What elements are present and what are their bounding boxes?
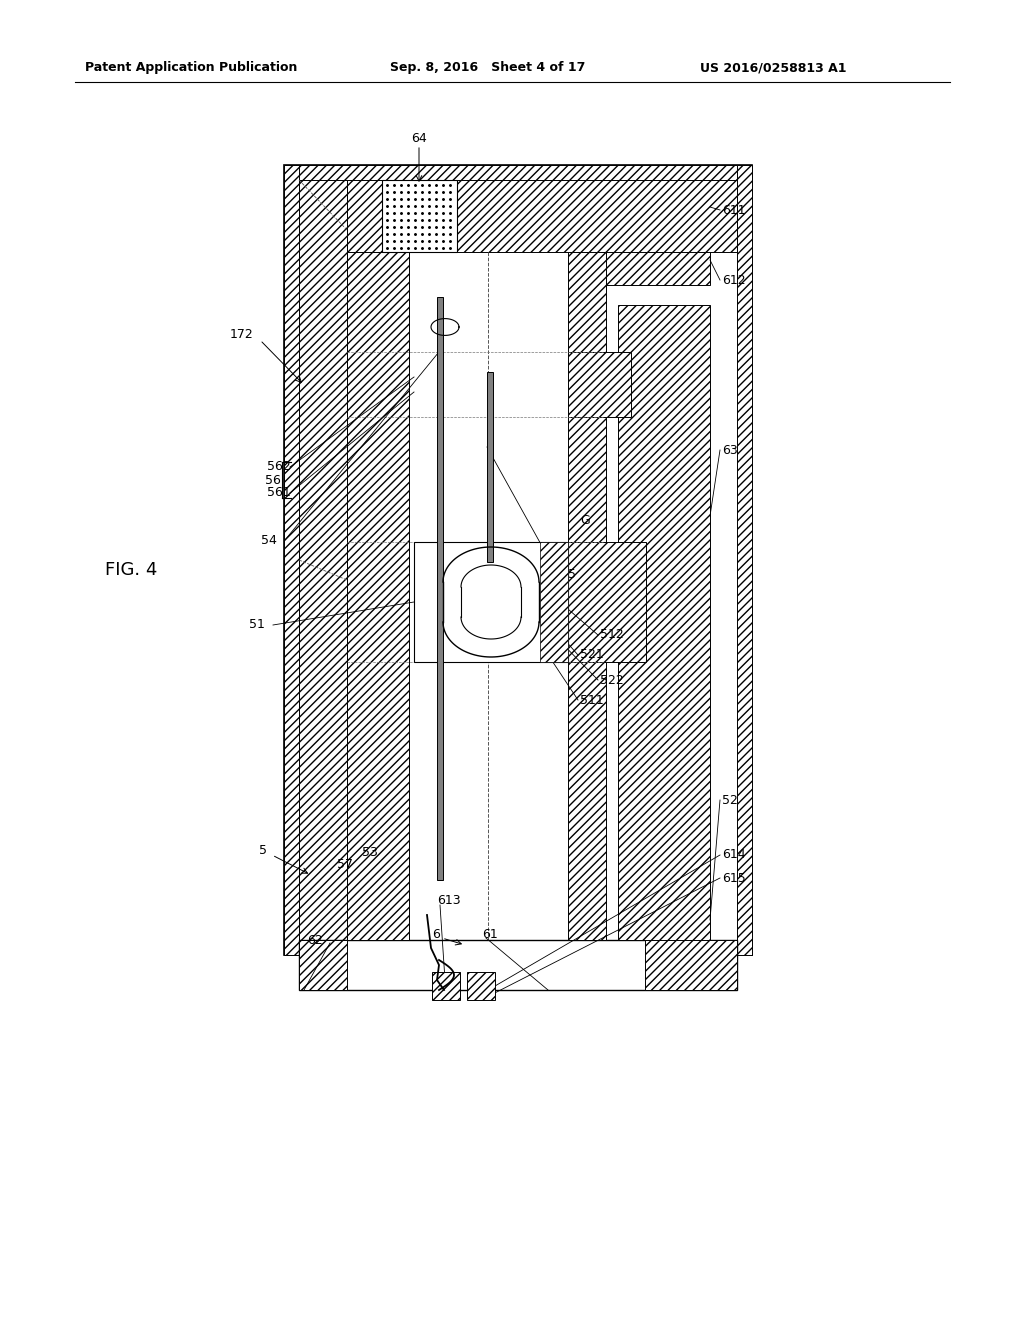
Polygon shape <box>347 252 409 940</box>
Polygon shape <box>284 165 299 954</box>
Polygon shape <box>299 940 737 990</box>
Text: 61: 61 <box>482 928 498 941</box>
Text: 57: 57 <box>337 858 353 871</box>
Text: G: G <box>580 513 590 527</box>
Text: 511: 511 <box>580 693 604 706</box>
Text: 63: 63 <box>722 444 737 457</box>
Text: 521: 521 <box>580 648 604 661</box>
Text: Patent Application Publication: Patent Application Publication <box>85 62 297 74</box>
Text: 64: 64 <box>411 132 427 144</box>
Text: 512: 512 <box>600 628 624 642</box>
Polygon shape <box>540 543 568 663</box>
Text: 562: 562 <box>267 461 291 474</box>
Polygon shape <box>382 180 457 252</box>
Text: 51: 51 <box>249 619 265 631</box>
Text: Sep. 8, 2016   Sheet 4 of 17: Sep. 8, 2016 Sheet 4 of 17 <box>390 62 586 74</box>
Polygon shape <box>618 180 710 235</box>
Polygon shape <box>284 940 752 954</box>
Polygon shape <box>568 417 606 543</box>
Text: 62: 62 <box>307 933 323 946</box>
Polygon shape <box>568 352 631 417</box>
Polygon shape <box>414 543 568 663</box>
Polygon shape <box>284 165 752 180</box>
Polygon shape <box>568 543 646 663</box>
Polygon shape <box>299 940 347 990</box>
Text: 172: 172 <box>230 329 254 342</box>
Text: 612: 612 <box>722 273 745 286</box>
Polygon shape <box>487 372 493 562</box>
Polygon shape <box>568 663 606 940</box>
Polygon shape <box>568 252 606 352</box>
Polygon shape <box>432 972 460 1001</box>
Text: 55: 55 <box>560 569 575 582</box>
Text: 613: 613 <box>437 894 461 907</box>
Polygon shape <box>737 165 752 954</box>
Polygon shape <box>299 180 347 940</box>
Text: US 2016/0258813 A1: US 2016/0258813 A1 <box>700 62 847 74</box>
Text: 53: 53 <box>362 846 378 858</box>
Polygon shape <box>437 297 443 880</box>
Text: FIG. 4: FIG. 4 <box>105 561 158 579</box>
Polygon shape <box>596 235 710 285</box>
Text: 52: 52 <box>722 793 738 807</box>
Polygon shape <box>467 972 495 1001</box>
Polygon shape <box>347 180 382 252</box>
Text: 6: 6 <box>432 928 440 941</box>
Text: 614: 614 <box>722 849 745 862</box>
Polygon shape <box>284 165 752 954</box>
Polygon shape <box>618 305 710 940</box>
Text: 611: 611 <box>722 203 745 216</box>
Text: 5: 5 <box>259 843 267 857</box>
Text: 522: 522 <box>600 673 624 686</box>
Text: 56: 56 <box>265 474 281 487</box>
Polygon shape <box>457 180 737 252</box>
Text: 561: 561 <box>267 487 291 499</box>
Text: 615: 615 <box>722 871 745 884</box>
Polygon shape <box>645 940 737 990</box>
Text: 54: 54 <box>261 533 278 546</box>
